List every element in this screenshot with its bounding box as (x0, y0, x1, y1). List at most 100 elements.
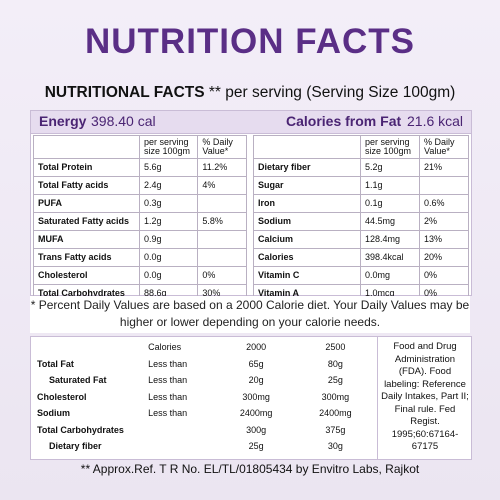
table-gap (249, 135, 251, 293)
header-daily-value: % Daily Value* (419, 135, 469, 159)
nutrient-value: 2.4g (138, 176, 199, 195)
nutrient-pct: 20% (419, 248, 469, 267)
nutrient-pct (419, 176, 469, 195)
dv-2000: 20g (248, 375, 264, 386)
table-row: Calcium 128.4mg 13% (253, 230, 469, 249)
nutrient-value: 5.2g (360, 158, 420, 177)
dv-limit (146, 422, 216, 439)
nutrient-name: Trans Fatty acids (33, 248, 140, 267)
nutrient-name: Total Fatty acids (33, 176, 140, 195)
nutrient-name: Saturated Fatty acids (33, 212, 140, 231)
dv-limit: Less than (148, 358, 188, 369)
dv-limit (146, 438, 216, 455)
divider (377, 337, 378, 459)
daily-values-panel: Calories 2000 2500 Total Fat Less than 65g… (30, 336, 472, 460)
table-row: Saturated Fat Less than 20g 25g (35, 372, 375, 389)
nutrient-value: 0.9g (138, 230, 199, 249)
energy-value: 398.40 cal (91, 113, 156, 129)
nutrient-pct: 21% (419, 158, 469, 177)
dv-2500: 30g (327, 441, 343, 452)
table-header-row: Calories 2000 2500 (35, 339, 375, 356)
table-header-row: per serving size 100gm % Daily Value* (33, 135, 247, 159)
nutrient-value: 398.4kcal (360, 248, 420, 267)
table-row: Iron 0.1g 0.6% (253, 194, 469, 213)
nutrient-pct: 13% (419, 230, 469, 249)
daily-values-table: Calories 2000 2500 Total Fat Less than 65g… (35, 339, 375, 455)
dv-header-calories: Calories (148, 342, 182, 353)
nutrient-pct (197, 230, 247, 249)
dv-header-blank (35, 339, 146, 356)
nutrient-value: 5.6g (138, 158, 199, 177)
calories-from-fat-value: 21.6 kcal (407, 113, 464, 129)
nutrient-name: Calcium (253, 230, 361, 249)
nutrition-facts-panel: Energy 398.40 cal Calories from Fat 21.6… (30, 110, 472, 303)
energy-bar: Energy 398.40 cal Calories from Fat 21.6… (31, 111, 471, 134)
dv-limit: Less than (148, 391, 188, 402)
header-blank (33, 135, 140, 159)
nutrient-pct (197, 248, 247, 267)
dv-2000: 25g (248, 441, 264, 452)
table-row: Vitamin C 0.0mg 0% (253, 266, 469, 285)
dv-header-2500: 2500 (325, 342, 346, 353)
nutrient-pct: 2% (419, 212, 469, 231)
dv-nutrient: Sodium (37, 408, 70, 419)
table-row: Sugar 1.1g (253, 176, 469, 195)
table-header-row: per serving size 100gm % Daily Value* (253, 135, 469, 159)
nutrient-value: 0.3g (138, 194, 199, 213)
lab-reference-footer: ** Approx.Ref. T R No. EL/TL/01805434 by… (80, 462, 420, 476)
table-row: Total Fatty acids 2.4g 4% (33, 176, 247, 195)
table-row: Cholesterol Less than 300mg 300mg (35, 389, 375, 406)
dv-nutrient: Dietary fiber (49, 441, 102, 452)
table-row: Sodium Less than 2400mg 2400mg (35, 405, 375, 422)
nutrient-value: 44.5mg (360, 212, 420, 231)
table-row: PUFA 0.3g (33, 194, 247, 213)
dv-nutrient: Cholesterol (37, 391, 87, 402)
nutrient-name: PUFA (33, 194, 140, 213)
header-daily-value: % Daily Value* (197, 135, 247, 159)
dv-2000: 300g (246, 424, 267, 435)
nutrient-value: 0.0g (138, 266, 199, 285)
daily-value-note: * Percent Daily Values are based on a 20… (30, 296, 470, 333)
dv-2000: 300mg (242, 391, 270, 402)
dv-limit: Less than (148, 375, 188, 386)
dv-2000: 65g (248, 358, 264, 369)
dv-nutrient: Total Carbohydrates (37, 424, 124, 435)
nutrient-value: 1.2g (138, 212, 199, 231)
table-row: Cholesterol 0.0g 0% (33, 266, 247, 285)
table-row: Dietary fiber 25g 30g (35, 438, 375, 455)
nutrient-name: Sugar (253, 176, 361, 195)
dv-2500: 2400mg (319, 408, 352, 419)
header-per-serving: per serving size 100gm (138, 135, 199, 159)
nutrient-table-right: per serving size 100gm % Daily Value* Di… (253, 135, 469, 303)
header-per-serving: per serving size 100gm (360, 135, 420, 159)
nutrient-value: 128.4mg (360, 230, 420, 249)
nutrient-pct: 4% (197, 176, 247, 195)
energy-label: Energy (39, 113, 87, 129)
dv-2500: 25g (327, 375, 343, 386)
nutrient-name: MUFA (33, 230, 140, 249)
dv-header-2000: 2000 (246, 342, 267, 353)
dv-2500: 300mg (321, 391, 350, 402)
page-title: NUTRITION FACTS (85, 22, 415, 61)
nutrient-name: Sodium (253, 212, 361, 231)
header-blank (253, 135, 361, 159)
nutrient-name: Total Protein (33, 158, 140, 177)
nutrient-value: 0.1g (360, 194, 420, 213)
nutrient-pct: 0% (197, 266, 247, 285)
table-row: Trans Fatty acids 0.0g (33, 248, 247, 267)
dv-2500: 80g (327, 358, 343, 369)
nutrient-name: Dietary fiber (253, 158, 361, 177)
dv-2500: 375g (325, 424, 346, 435)
nutrient-name: Cholesterol (33, 266, 140, 285)
subtitle-rest: ** per serving (Serving Size 100gm) (204, 84, 456, 101)
nutrient-name: Calories (253, 248, 361, 267)
table-row: Total Fat Less than 65g 80g (35, 356, 375, 373)
nutrient-value: 0.0mg (360, 266, 420, 285)
nutrient-pct: 5.8% (197, 212, 247, 231)
serving-subtitle: NUTRITIONAL FACTS ** per serving (Servin… (0, 84, 500, 102)
nutrient-pct: 0.6% (419, 194, 469, 213)
nutrient-value: 1.1g (360, 176, 420, 195)
subtitle-bold: NUTRITIONAL FACTS (44, 84, 205, 101)
table-row: Total Protein 5.6g 11.2% (33, 158, 247, 177)
table-row: Sodium 44.5mg 2% (253, 212, 469, 231)
